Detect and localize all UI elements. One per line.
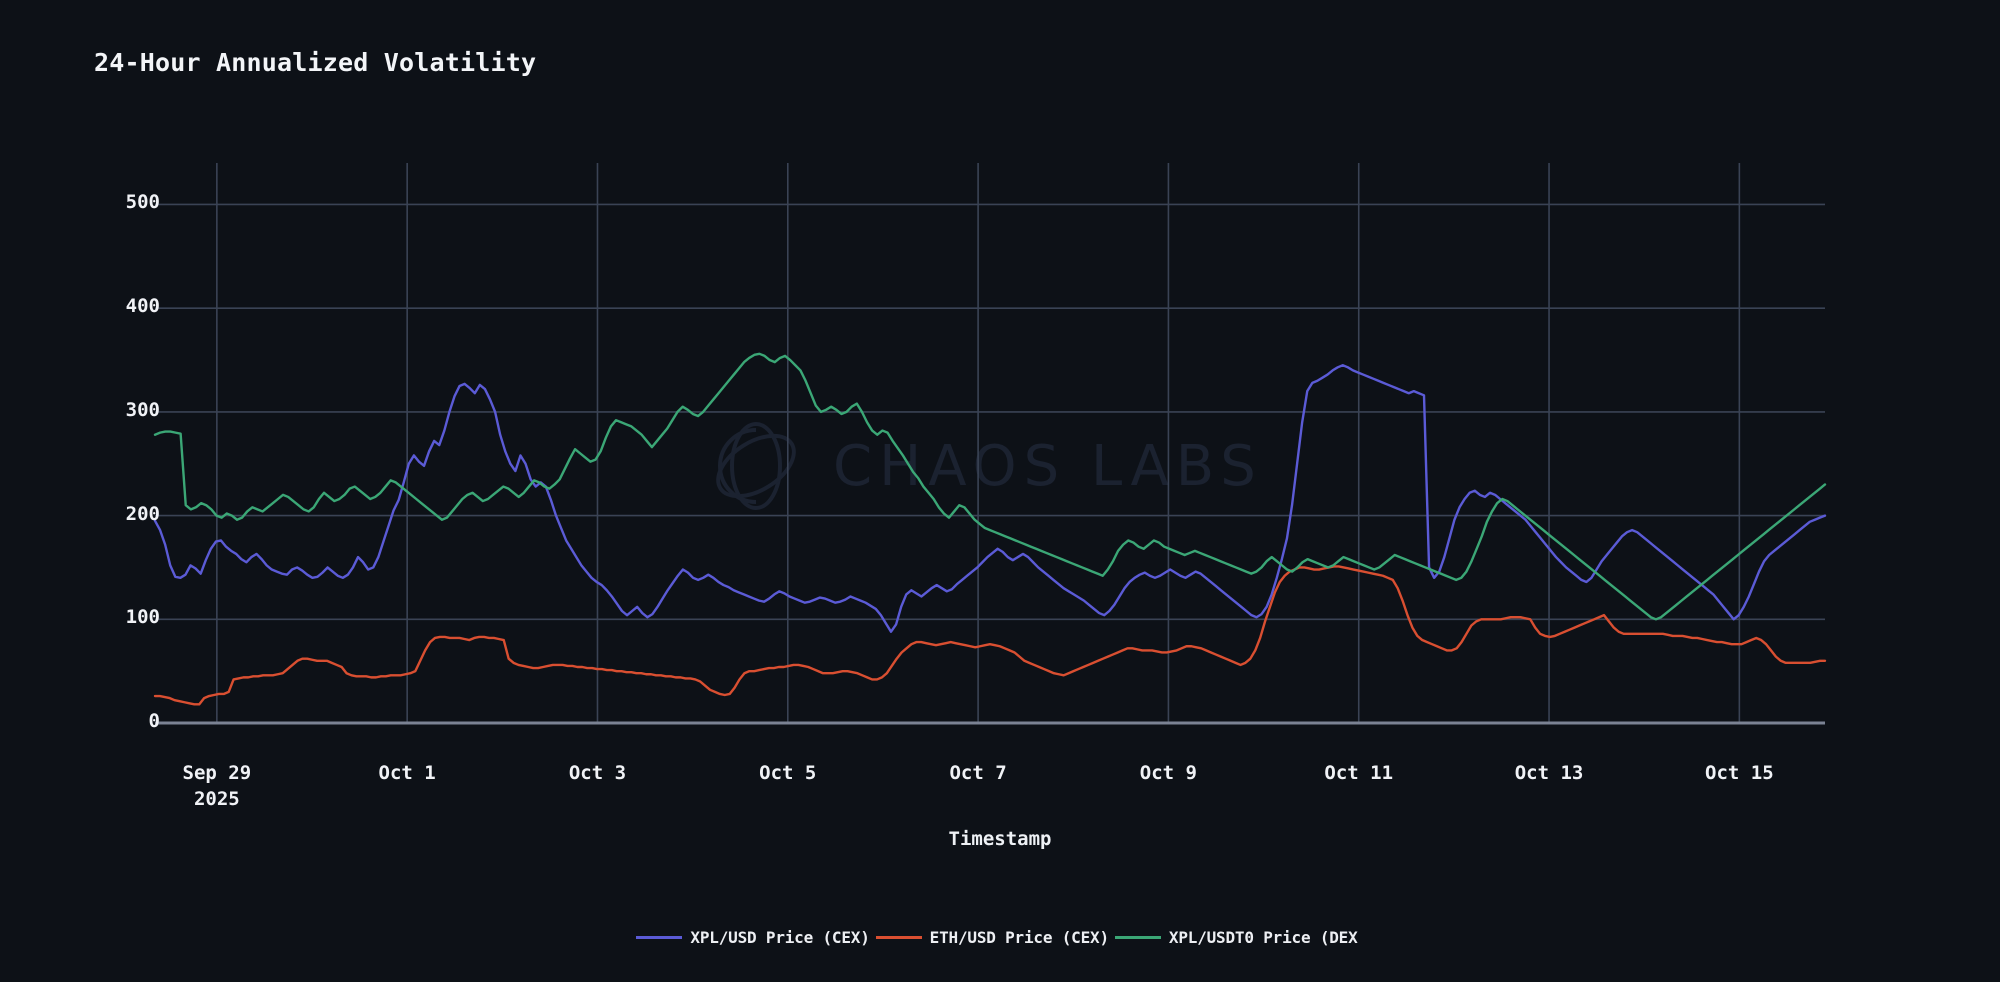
legend-item[interactable]: XPL/USDT0 Price (DEX (1114, 928, 1364, 947)
legend-color-swatch (875, 936, 922, 939)
y-axis-tick-label: 400 (125, 295, 160, 318)
x-axis-tick-label: Oct 5 (759, 762, 816, 784)
x-tick-primary: Oct 15 (1705, 762, 1774, 784)
series-line (153, 565, 1827, 706)
x-axis-tick-label: Oct 13 (1515, 762, 1584, 784)
vertical-gridlines (216, 163, 1741, 723)
x-axis-tick-label: Oct 15 (1705, 762, 1774, 784)
x-axis-tick-label: Oct 11 (1324, 762, 1393, 784)
x-axis-tick-label: Sep 29 2025 (183, 762, 252, 810)
page-title: 24-Hour Annualized Volatility (94, 48, 537, 77)
series-lines (153, 352, 1827, 706)
x-tick-primary: Oct 13 (1514, 762, 1584, 784)
y-axis-tick-label: 200 (125, 502, 160, 525)
legend-label: XPL/USDT0 Price (DEX (1168, 928, 1358, 947)
y-axis-tick-label: 500 (125, 191, 160, 214)
series-line (153, 352, 1827, 621)
y-axis-tick-label: 300 (125, 398, 160, 421)
x-axis-tick-label: Oct 1 (379, 762, 436, 784)
legend-color-swatch (636, 936, 683, 939)
x-tick-primary: Oct 5 (759, 762, 817, 784)
x-tick-year: 2025 (193, 788, 240, 810)
y-axis-ticks: 0 100 200 300 400 500 (0, 0, 160, 982)
x-tick-primary: Sep 29 (182, 762, 252, 784)
x-tick-primary: Oct 11 (1324, 762, 1394, 784)
x-tick-primary: Oct 9 (1139, 762, 1198, 784)
chart-legend: XPL/USD Price (CEX) ETH/USD Price (CEX) XP… (0, 928, 2000, 947)
legend-item[interactable]: ETH/USD Price (CEX) (875, 928, 1115, 947)
legend-color-swatch (1114, 936, 1161, 939)
x-axis-tick-label: Oct 7 (949, 762, 1006, 784)
legend-item[interactable]: XPL/USD Price (CEX) (636, 928, 875, 947)
x-tick-primary: Oct 1 (378, 762, 436, 784)
x-axis-tick-label: Oct 3 (569, 762, 626, 784)
x-tick-primary: Oct 7 (949, 762, 1007, 784)
x-axis-tick-label: Oct 9 (1140, 762, 1197, 784)
x-tick-primary: Oct 3 (568, 762, 627, 784)
series-line (153, 364, 1827, 633)
y-axis-tick-label: 100 (125, 606, 160, 629)
legend-label: XPL/USD Price (CEX) (690, 928, 870, 947)
y-axis-tick-label: 0 (148, 710, 160, 732)
x-axis-title: Timestamp (948, 828, 1052, 850)
legend-label: ETH/USD Price (CEX) (929, 928, 1109, 947)
horizontal-gridlines (155, 203, 1825, 621)
